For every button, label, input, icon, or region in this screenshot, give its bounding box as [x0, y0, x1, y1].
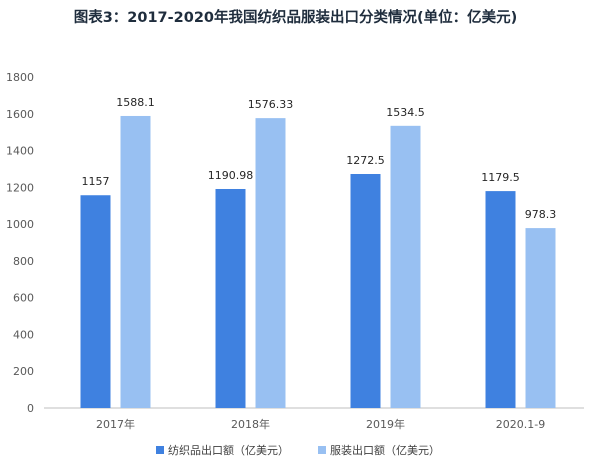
- legend-swatch: [318, 446, 326, 454]
- x-tick-label: 2020.1-9: [496, 418, 545, 431]
- y-tick-label: 400: [13, 328, 34, 341]
- legend-swatch: [156, 446, 164, 454]
- data-label: 1179.5: [481, 171, 520, 184]
- y-tick-label: 0: [27, 402, 34, 415]
- bar-textile: [215, 188, 246, 408]
- y-tick-label: 600: [13, 292, 34, 305]
- chart-title: 图表3：2017-2020年我国纺织品服装出口分类情况(单位：亿美元): [73, 10, 518, 26]
- data-label: 1157: [82, 175, 110, 188]
- bar-textile: [485, 191, 516, 408]
- y-tick-label: 1200: [6, 181, 34, 194]
- y-axis: 0 200 400 600 800 1000 1200 1400 1600 1800: [6, 71, 34, 415]
- x-tick-label: 2017年: [96, 417, 135, 431]
- bar-textile: [350, 174, 381, 408]
- bar-apparel: [120, 115, 151, 408]
- data-label: 1534.5: [386, 106, 425, 119]
- data-label: 1576.33: [248, 98, 294, 111]
- legend-label: 服装出口额（亿美元）: [330, 443, 440, 457]
- y-tick-label: 1600: [6, 108, 34, 121]
- y-tick-label: 200: [13, 365, 34, 378]
- bar-textile: [80, 195, 111, 408]
- x-axis: 2017年 2018年 2019年 2020.1-9: [96, 417, 545, 431]
- y-tick-label: 1400: [6, 145, 34, 158]
- data-label: 1588.1: [116, 96, 155, 109]
- y-tick-label: 800: [13, 255, 34, 268]
- data-label: 1272.5: [346, 154, 385, 167]
- bar-apparel: [525, 228, 556, 408]
- y-tick-label: 1800: [6, 71, 34, 84]
- bar-apparel: [255, 118, 286, 408]
- legend-label: 纺织品出口额（亿美元）: [168, 443, 289, 457]
- data-label: 1190.98: [208, 169, 254, 182]
- x-tick-label: 2018年: [231, 417, 270, 431]
- legend: 纺织品出口额（亿美元） 服装出口额（亿美元）: [156, 443, 440, 457]
- y-tick-label: 1000: [6, 218, 34, 231]
- data-label: 978.3: [525, 208, 557, 221]
- bars: [80, 115, 556, 408]
- data-labels: 1157 1190.98 1272.5 1179.5 1588.1 1576.33 1534…: [82, 96, 557, 221]
- x-tick-label: 2019年: [366, 417, 405, 431]
- bar-apparel: [390, 125, 421, 408]
